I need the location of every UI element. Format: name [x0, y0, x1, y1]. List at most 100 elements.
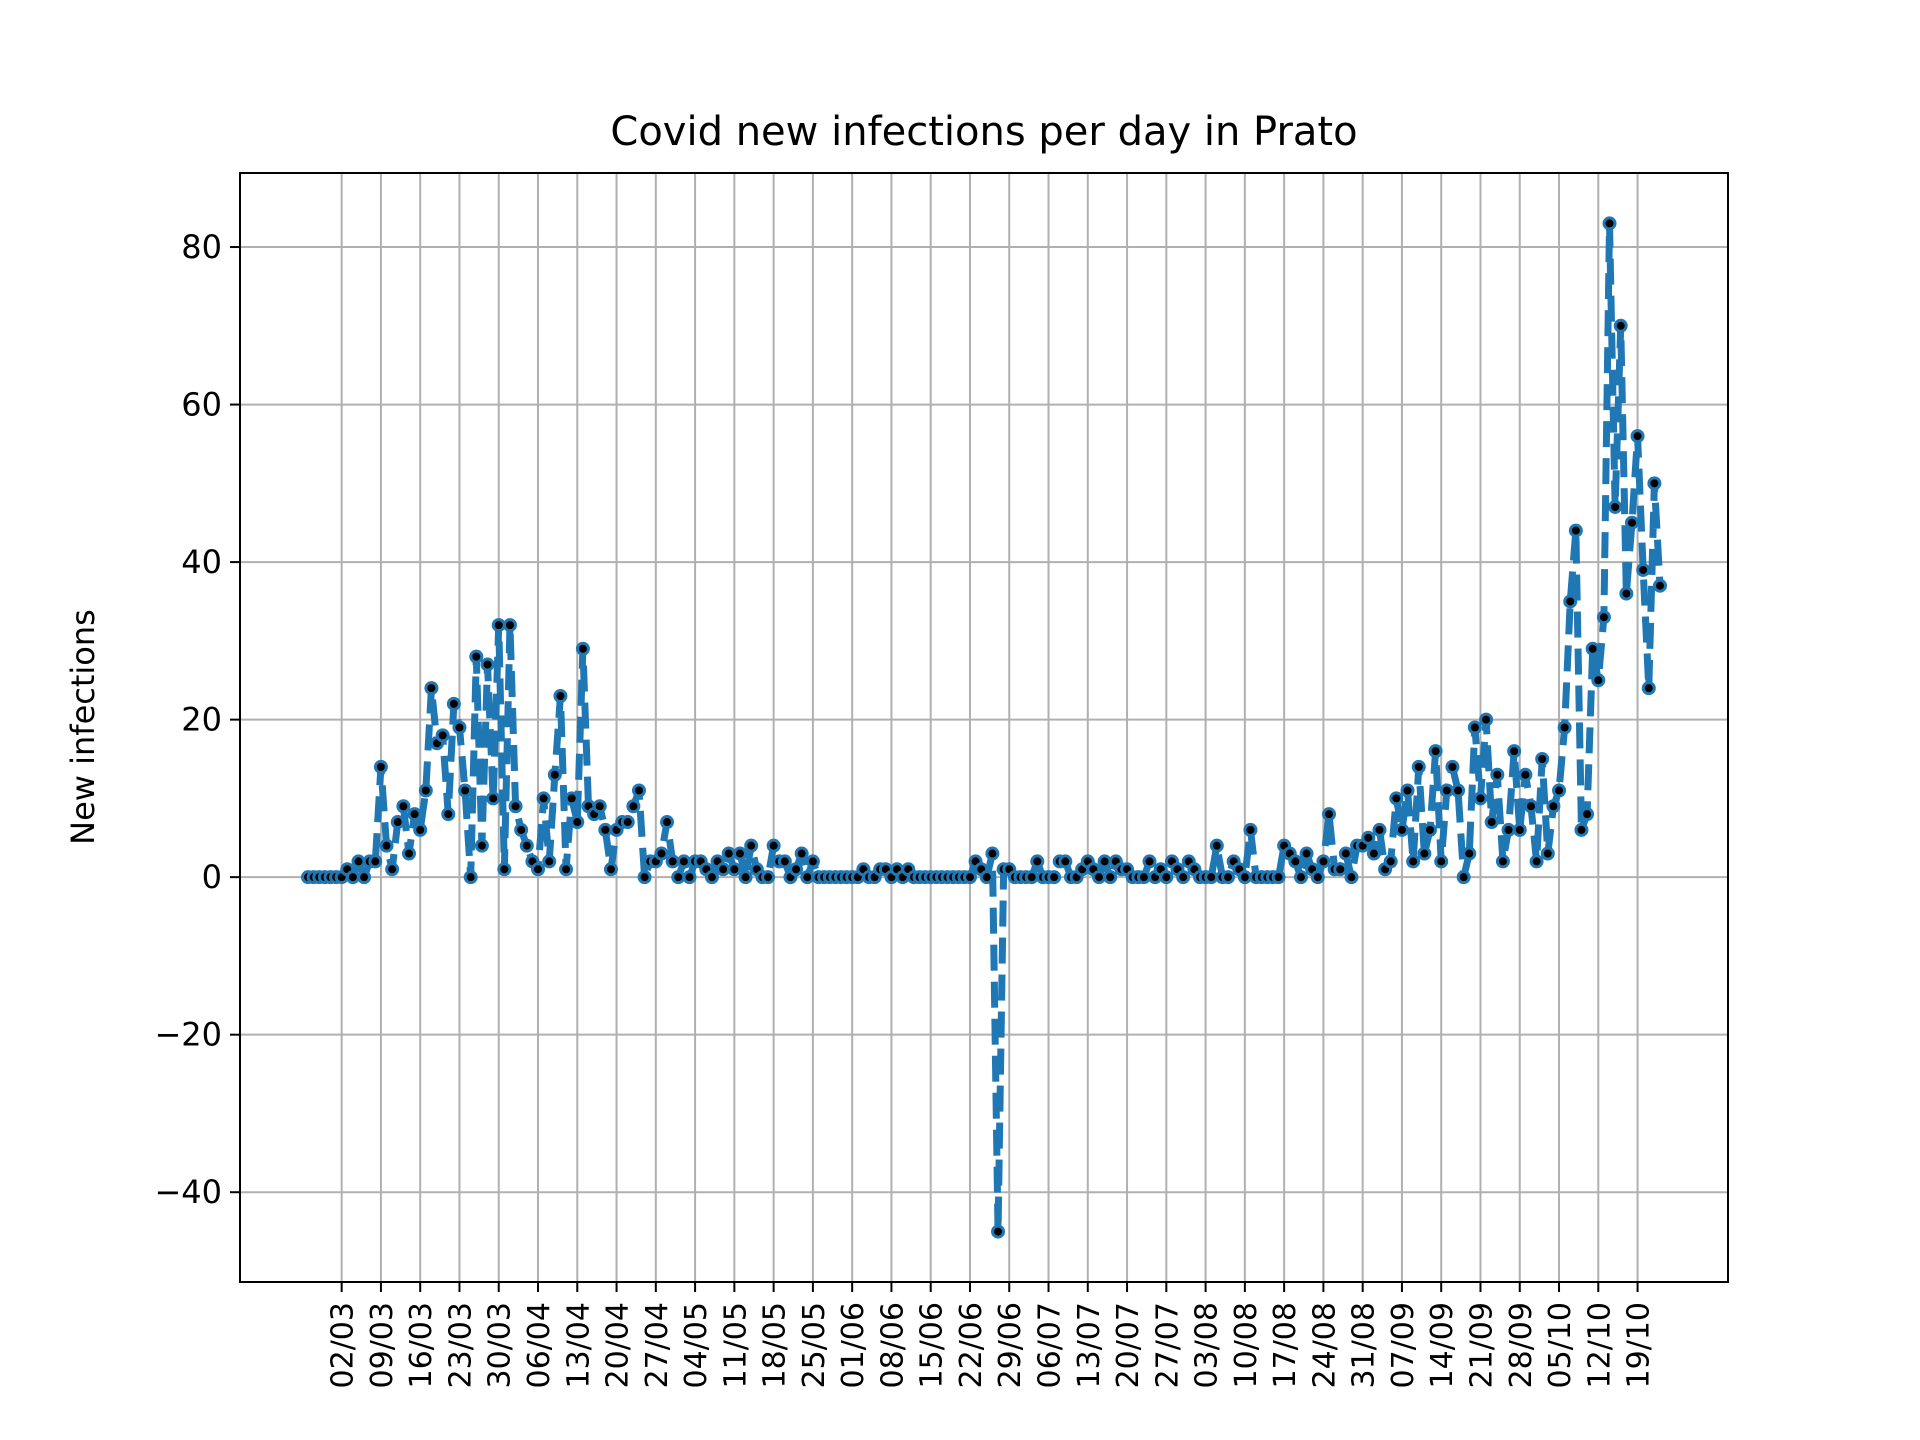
x-tick-label: 31/08: [1347, 1302, 1382, 1388]
series-layer: [301, 216, 1667, 1239]
data-point: [1456, 870, 1471, 885]
data-point: [469, 649, 484, 664]
data-point: [385, 862, 400, 877]
data-point: [1092, 870, 1106, 885]
data-point: [1097, 854, 1112, 869]
data-point: [1411, 759, 1426, 774]
data-point: [1204, 870, 1219, 885]
data-point: [452, 720, 467, 735]
data-point: [1030, 854, 1045, 869]
y-tick-label: 60: [181, 386, 222, 424]
data-point: [1484, 815, 1499, 830]
data-point: [1467, 720, 1482, 735]
x-tick-label: 28/09: [1504, 1302, 1539, 1388]
x-tick-label: 10/08: [1229, 1302, 1264, 1388]
x-tick-label: 11/05: [718, 1302, 753, 1388]
data-point: [1428, 744, 1443, 759]
y-tick-label: 80: [181, 228, 222, 266]
data-point: [800, 870, 815, 885]
data-point: [598, 822, 613, 837]
x-tick-label: 15/06: [915, 1302, 950, 1388]
data-point: [1058, 854, 1073, 869]
data-point: [1445, 759, 1460, 774]
x-tick-label: 03/08: [1190, 1302, 1225, 1388]
data-point: [1619, 586, 1634, 601]
data-point: [1479, 712, 1494, 727]
data-point: [1596, 610, 1611, 625]
data-point: [1209, 838, 1224, 853]
data-point: [1136, 870, 1151, 885]
data-point: [373, 759, 388, 774]
data-point: [1047, 870, 1062, 885]
x-tick-label: 29/06: [993, 1302, 1028, 1388]
x-tick-label: 01/06: [836, 1302, 871, 1388]
data-point: [1299, 846, 1314, 861]
data-point: [1406, 854, 1421, 869]
data-point: [1333, 862, 1348, 877]
data-point: [424, 681, 439, 696]
data-point: [777, 854, 792, 869]
data-point: [1613, 318, 1628, 333]
data-point: [1490, 767, 1505, 782]
data-point: [794, 846, 809, 861]
data-point: [1176, 870, 1191, 885]
data-point: [1103, 870, 1118, 885]
x-tick-label: 27/07: [1150, 1302, 1185, 1388]
x-tick-label: 30/03: [483, 1302, 518, 1388]
x-tick-label: 09/03: [365, 1302, 400, 1388]
data-point: [390, 815, 405, 830]
data-point: [1310, 870, 1325, 885]
data-point: [1563, 594, 1578, 609]
data-point: [1557, 720, 1572, 735]
x-tick-label: 07/09: [1386, 1302, 1421, 1388]
data-point: [351, 854, 366, 869]
data-point: [486, 791, 501, 806]
data-point: [1366, 846, 1381, 861]
data-point: [603, 862, 618, 877]
data-point: [1293, 870, 1308, 885]
data-point: [1243, 822, 1258, 837]
data-point: [716, 862, 731, 877]
data-point: [1372, 822, 1387, 837]
x-tick-label: 06/04: [522, 1302, 557, 1388]
y-tick-label: 0: [202, 858, 222, 896]
data-point: [1142, 854, 1157, 869]
y-tick-label: −40: [154, 1173, 222, 1211]
data-point: [1608, 499, 1623, 514]
data-point: [1630, 429, 1645, 444]
y-tick-label: −20: [154, 1016, 222, 1054]
data-point: [446, 696, 461, 711]
y-axis-label: New infections: [64, 609, 102, 845]
data-point: [620, 815, 635, 830]
data-point: [738, 870, 753, 885]
data-point: [502, 618, 517, 633]
data-point: [1624, 515, 1639, 530]
data-point: [531, 862, 546, 877]
data-point: [570, 815, 585, 830]
data-point: [732, 846, 747, 861]
data-point: [985, 846, 1000, 861]
data-point: [1647, 476, 1662, 491]
data-point: [1535, 752, 1550, 767]
data-point: [1434, 854, 1449, 869]
data-point: [1338, 846, 1353, 861]
data-point: [626, 799, 641, 814]
x-tick-label: 04/05: [679, 1302, 714, 1388]
data-point: [1322, 807, 1337, 822]
x-tick-label: 19/10: [1622, 1302, 1657, 1388]
data-point: [379, 838, 394, 853]
data-point: [1417, 846, 1432, 861]
data-point: [463, 870, 478, 885]
data-point: [407, 807, 422, 822]
data-point: [1585, 641, 1600, 656]
x-tick-label: 02/03: [326, 1302, 361, 1388]
data-point: [497, 862, 512, 877]
data-point: [671, 870, 686, 885]
data-point: [660, 815, 675, 830]
data-point: [1400, 783, 1415, 798]
data-point: [1602, 216, 1617, 231]
chart-title: Covid new infections per day in Prato: [610, 109, 1357, 155]
data-point: [553, 688, 568, 703]
data-point: [637, 870, 652, 885]
